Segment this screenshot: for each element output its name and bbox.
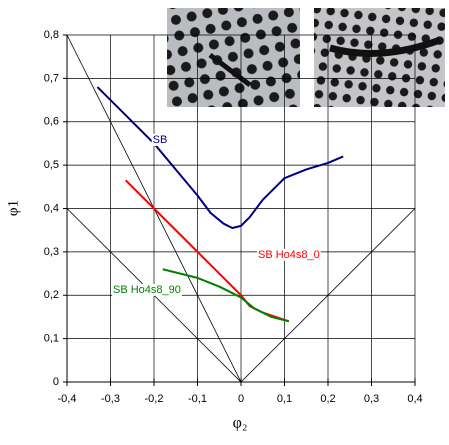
label-background <box>257 248 321 261</box>
x-axis-label: φ₂ <box>233 415 248 432</box>
x-tick-label: 0 <box>238 393 244 405</box>
x-tick-label: 0,1 <box>277 393 292 405</box>
y-tick-label: 0,3 <box>44 246 59 258</box>
y-tick-label: 0,7 <box>44 72 59 84</box>
y-tick-label: 0,8 <box>44 29 59 41</box>
x-tick-label: 0,4 <box>407 393 422 405</box>
series-line <box>162 268 290 323</box>
series-label: SB Ho4s8_0 <box>258 249 320 261</box>
x-tick-label: -0,3 <box>101 393 120 405</box>
label-background <box>151 133 169 146</box>
series-line <box>96 86 344 230</box>
series-label: SB Ho4s8_90 <box>113 284 181 296</box>
x-tick-label: 0,2 <box>320 393 335 405</box>
x-tick-label: 0,3 <box>364 393 379 405</box>
y-axis-label: φ1 <box>5 200 21 216</box>
y-tick-label: 0,5 <box>44 159 59 171</box>
photo-left <box>167 8 300 107</box>
y-tick-label: 0,2 <box>44 289 59 301</box>
y-tick-label: 0,4 <box>44 202 59 214</box>
y-tick-label: 0,6 <box>44 116 59 128</box>
x-tick-label: -0,4 <box>58 393 77 405</box>
reference-line <box>240 208 416 383</box>
x-tick-label: -0,2 <box>145 393 164 405</box>
series-label: SB <box>153 134 168 146</box>
y-tick-label: 0,1 <box>44 333 59 345</box>
photo-right <box>314 8 445 107</box>
x-tick-label: -0,1 <box>188 393 207 405</box>
label-background <box>112 283 182 296</box>
y-tick-label: 0 <box>53 376 59 388</box>
